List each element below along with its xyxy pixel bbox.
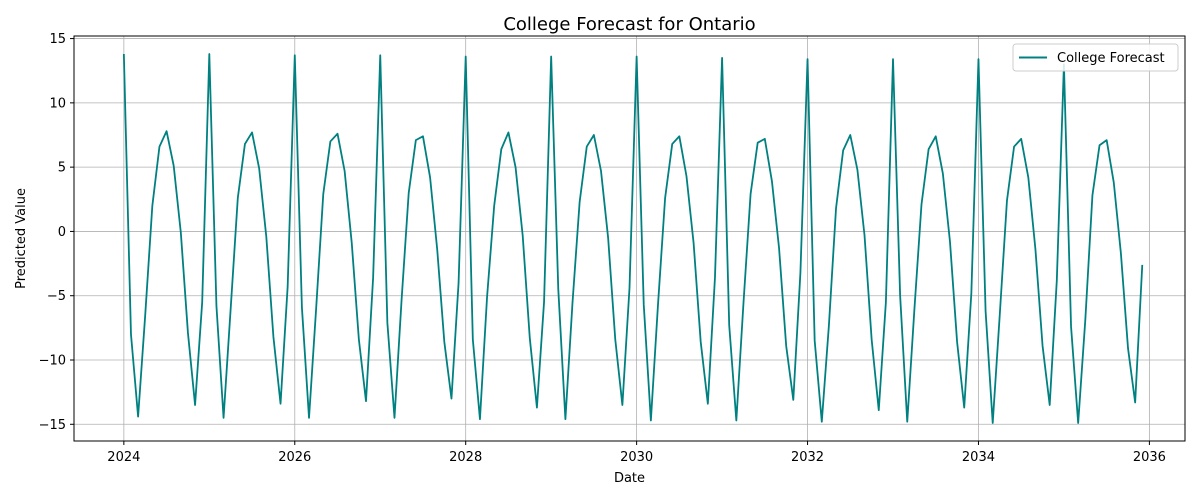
legend-label: College Forecast bbox=[1057, 51, 1165, 66]
x-tick-label: 2032 bbox=[791, 450, 824, 465]
series-layer bbox=[122, 53, 1144, 424]
x-axis-label: Date bbox=[614, 471, 645, 486]
y-axis-label: Predicted Value bbox=[14, 188, 29, 289]
x-tick-label: 2028 bbox=[449, 450, 482, 465]
x-tick-label: 2030 bbox=[620, 450, 653, 465]
x-tick-label: 2026 bbox=[278, 450, 311, 465]
y-tick-label: −15 bbox=[39, 418, 66, 433]
y-tick-label: 10 bbox=[49, 96, 66, 111]
y-tick-label: 15 bbox=[49, 32, 66, 47]
x-tick-label: 2034 bbox=[962, 450, 995, 465]
x-tick-label: 2036 bbox=[1133, 450, 1166, 465]
ticks: 2024 2026 2028 2030 2032 2034 2036 15 10 5 0 −5 −10 −… bbox=[39, 32, 1166, 465]
x-tick-label: 2024 bbox=[107, 450, 140, 465]
legend: College Forecast bbox=[1012, 43, 1179, 72]
grid bbox=[74, 36, 1185, 441]
plot-frame bbox=[73, 35, 1186, 442]
y-tick-label: 0 bbox=[58, 225, 66, 240]
y-tick-label: −10 bbox=[39, 354, 66, 369]
y-tick-label: 5 bbox=[58, 161, 66, 176]
y-tick-label: −5 bbox=[47, 289, 66, 304]
chart-title: College Forecast for Ontario bbox=[503, 14, 755, 35]
series-line bbox=[122, 53, 1144, 424]
legend-box bbox=[1012, 43, 1179, 72]
